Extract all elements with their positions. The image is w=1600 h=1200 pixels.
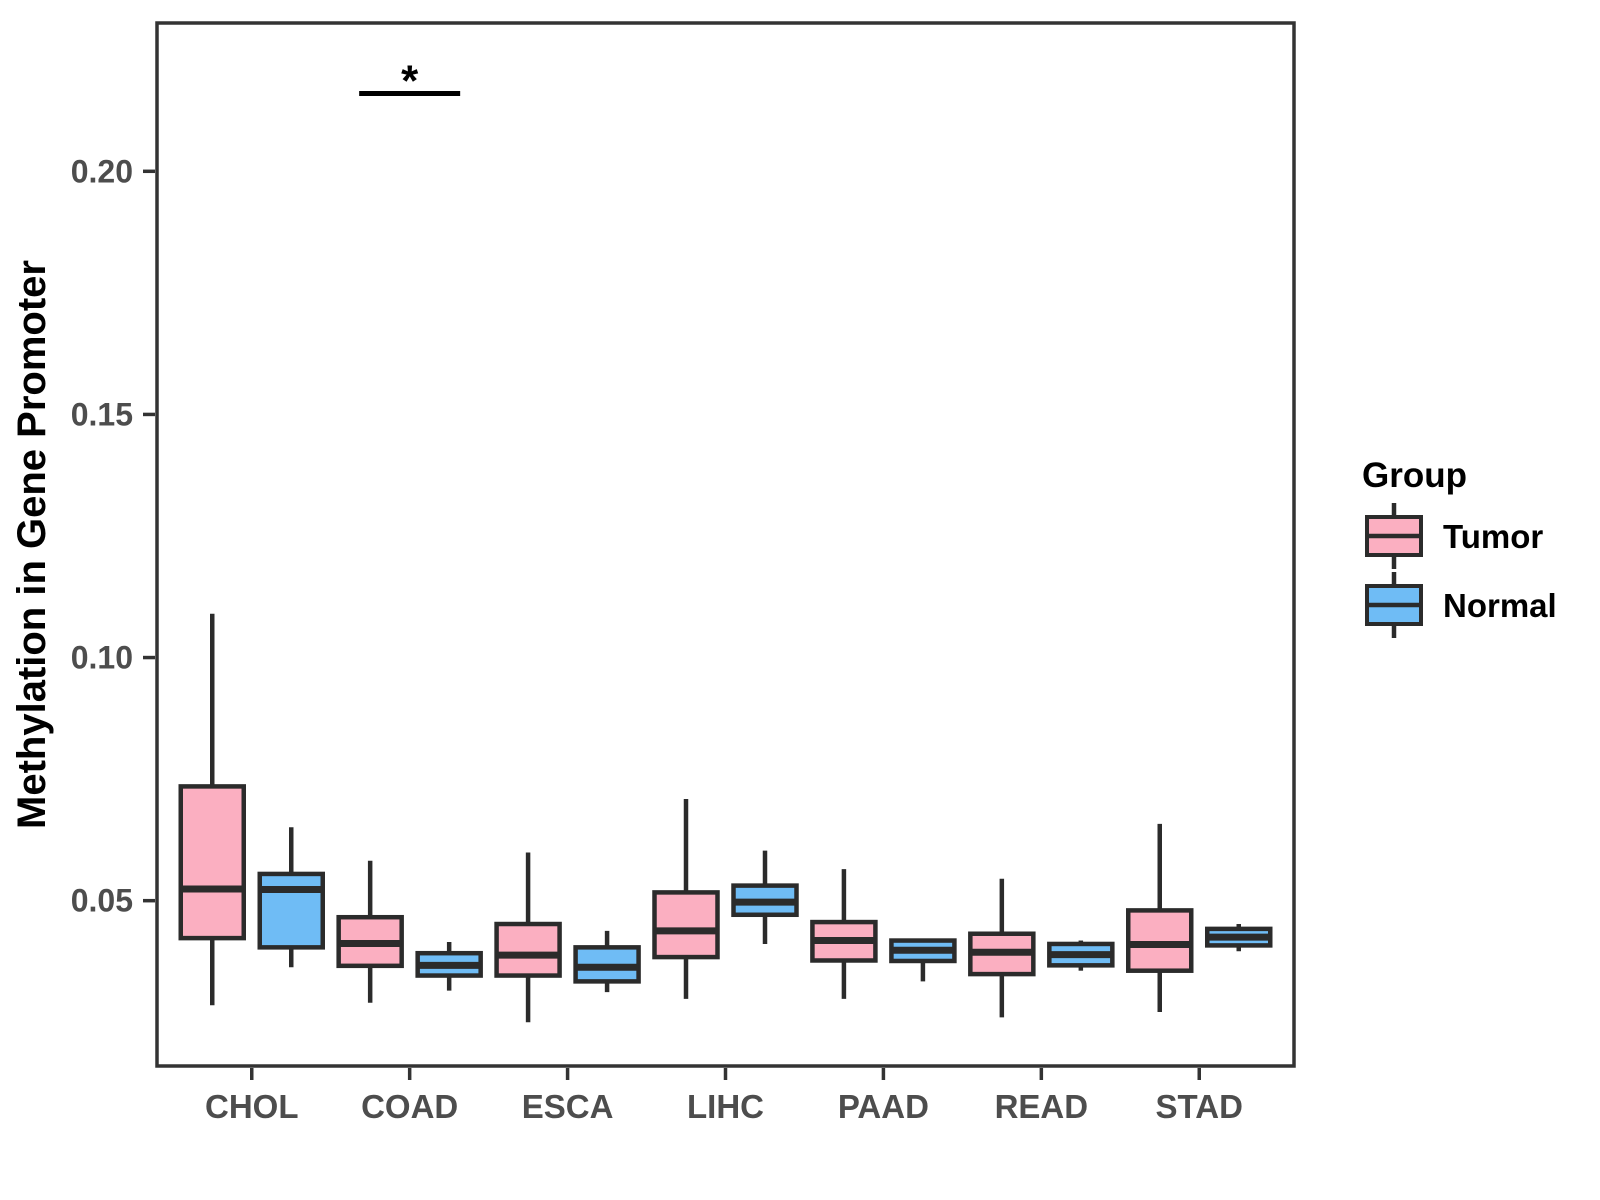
significance-star: * [401,57,419,106]
x-tick-label: STAD [1156,1088,1243,1125]
legend-label-normal: Normal [1443,587,1557,624]
box-tumor-CHOL [178,784,246,941]
x-tick-label: CHOL [205,1088,299,1125]
y-tick-label: 0.20 [71,153,133,189]
box-normal-CHOL [257,871,325,950]
box-tumor-STAD [1126,908,1194,973]
x-tick-label: COAD [361,1088,458,1125]
y-tick-label: 0.15 [71,396,133,432]
x-tick-label: READ [995,1088,1089,1125]
box-tumor-ESCA [494,921,562,978]
x-tick-label: PAAD [838,1088,929,1125]
y-tick-label: 0.05 [71,883,133,919]
y-tick-label: 0.10 [71,640,133,676]
legend-title: Group [1362,456,1467,495]
x-tick-label: ESCA [522,1088,614,1125]
box-tumor-LIHC [652,890,720,960]
legend-label-tumor: Tumor [1443,518,1543,555]
y-axis-title: Methylation in Gene Promoter [10,260,54,829]
panel-border [155,21,1296,1068]
x-tick-label: LIHC [687,1088,764,1125]
